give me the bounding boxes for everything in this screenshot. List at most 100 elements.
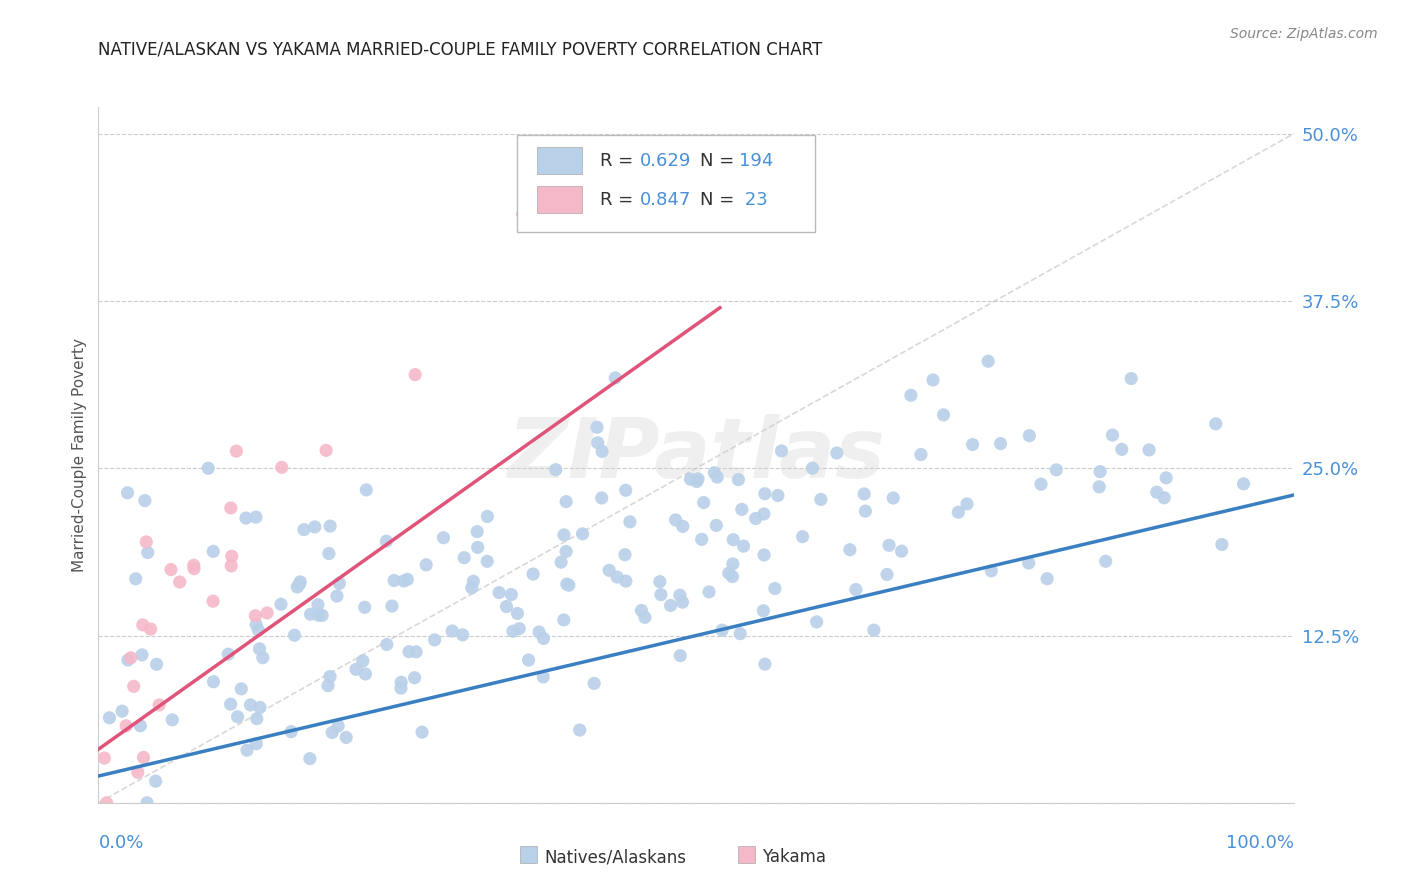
Point [111,704,134,718]
Point [318,547,340,561]
Point [614,548,637,562]
Point [239,698,262,712]
Point [704,518,727,533]
Point [752,548,775,562]
Point [404,671,426,685]
Text: 23: 23 [740,191,768,209]
Point [197,461,219,475]
Point [134,493,156,508]
Point [225,444,247,458]
Point [506,607,529,621]
Point [634,610,657,624]
Text: 100.0%: 100.0% [1226,834,1294,852]
Point [432,531,454,545]
FancyBboxPatch shape [537,147,582,174]
Text: 0.0%: 0.0% [98,834,143,852]
Point [202,674,225,689]
Point [838,542,860,557]
Point [477,509,499,524]
Point [980,564,1002,578]
FancyBboxPatch shape [537,186,582,213]
Point [614,483,637,498]
Point [405,645,427,659]
Point [522,567,544,582]
Point [136,545,159,559]
Point [727,473,749,487]
Point [453,550,475,565]
Point [1137,442,1160,457]
Point [1205,417,1227,431]
Point [352,654,374,668]
Point [558,578,581,592]
Point [117,485,139,500]
Point [733,539,755,553]
Point [508,622,530,636]
Point [990,436,1012,450]
Point [659,599,682,613]
Point [139,622,162,636]
Point [129,719,152,733]
Point [280,724,302,739]
Point [669,588,692,602]
Point [614,574,637,588]
Point [283,628,305,642]
Point [249,700,271,714]
Point [501,587,523,601]
Point [382,574,405,588]
Point [571,526,593,541]
Point [962,437,984,451]
Text: N =: N = [700,191,740,209]
Point [1232,476,1254,491]
Point [304,520,326,534]
Point [307,598,329,612]
Point [1153,491,1175,505]
Point [876,567,898,582]
Point [703,466,725,480]
Point [135,534,157,549]
Point [766,488,789,502]
Point [533,632,555,646]
Point [555,577,578,591]
Point [792,530,814,544]
Point [245,617,267,632]
Point [288,577,311,591]
Point [1154,471,1177,485]
Point [321,725,343,739]
Point [120,650,142,665]
Point [1146,485,1168,500]
Point [353,600,375,615]
Point [555,494,578,508]
Point [517,653,540,667]
Point [853,487,876,501]
Point [441,624,464,638]
Point [1036,572,1059,586]
Point [145,774,167,789]
Point [586,435,609,450]
Point [411,725,433,739]
Point [752,507,775,521]
Text: NATIVE/ALASKAN VS YAKAMA MARRIED-COUPLE FAMILY POVERTY CORRELATION CHART: NATIVE/ALASKAN VS YAKAMA MARRIED-COUPLE … [98,40,823,58]
Point [117,653,139,667]
Point [1018,428,1040,442]
Point [1094,554,1116,568]
Point [136,796,159,810]
Point [606,570,628,584]
Point [236,743,259,757]
Point [648,574,671,589]
Point [1045,463,1067,477]
Point [247,623,270,637]
Point [932,408,955,422]
Point [354,667,377,681]
Point [221,549,243,564]
Point [619,515,641,529]
Point [381,599,404,613]
Point [162,713,184,727]
Point [591,444,613,458]
Point [550,555,572,569]
Point [690,533,713,547]
Point [252,650,274,665]
Point [415,558,437,572]
Point [706,470,728,484]
Point [160,563,183,577]
Text: ZIPatlas: ZIPatlas [508,415,884,495]
